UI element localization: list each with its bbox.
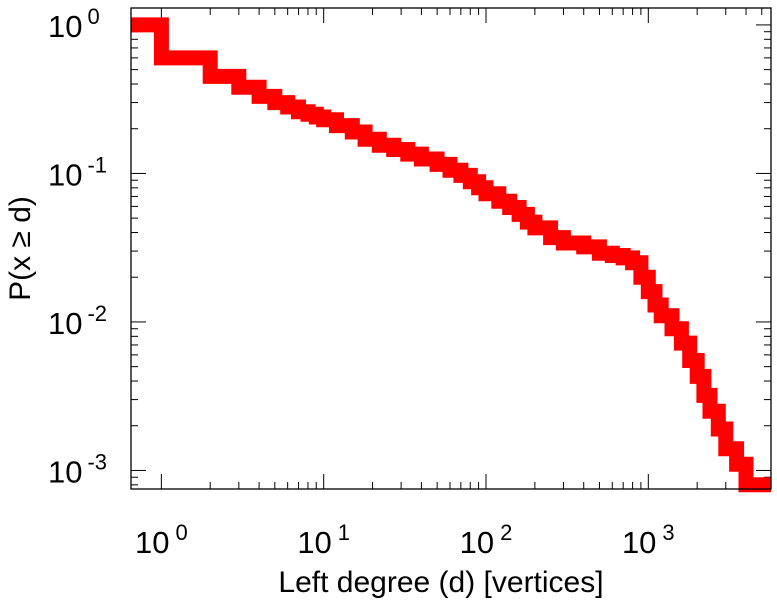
x-tick-label: 10 3 — [622, 520, 675, 560]
x-tick-label: 10 2 — [460, 520, 513, 560]
series-layer — [131, 17, 771, 493]
y-axis-label: P(x ≥ d) — [4, 196, 37, 301]
x-tick-label: 10 1 — [297, 520, 350, 560]
axis-ticks — [131, 8, 771, 489]
plot-frame — [130, 7, 772, 490]
series-line — [131, 17, 771, 493]
y-tick-label: 10 0 — [48, 4, 100, 44]
x-axis-label: Left degree (d) [vertices] — [278, 566, 603, 599]
x-tick-label: 10 0 — [135, 520, 188, 560]
y-tick-label: 10 -2 — [48, 301, 107, 341]
y-tick-label: 10 -1 — [48, 152, 107, 192]
tick-labels: 10 0 10 1 10 2 10 3 10 0 10 -1 10 -2 10 -3 — [48, 4, 675, 560]
y-tick-label: 10 -3 — [48, 449, 107, 489]
